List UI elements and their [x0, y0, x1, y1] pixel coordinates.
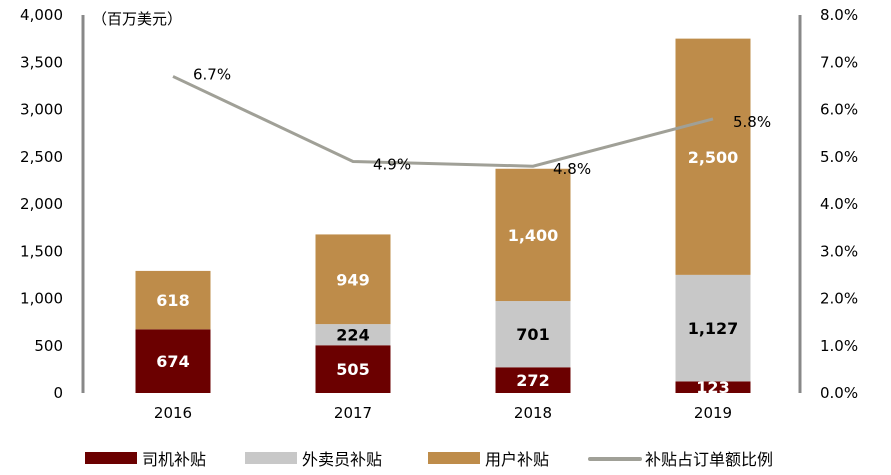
bar-segment: [315, 324, 391, 346]
y-tick-label: 2,000: [20, 195, 63, 213]
bar-segment: [675, 274, 751, 382]
data-label: 272: [516, 371, 549, 390]
legend-label: 司机补贴: [142, 450, 206, 469]
bar-segment: [135, 329, 211, 393]
bar-segment: [495, 301, 571, 368]
data-label: 2,500: [688, 148, 739, 167]
data-label: 1,127: [688, 319, 739, 338]
y-tick-label: 3,000: [20, 101, 63, 119]
y2-tick-label: 5.0%: [820, 148, 858, 166]
x-tick-label: 2019: [694, 404, 732, 422]
data-label: 949: [336, 270, 369, 289]
line-label: 4.8%: [553, 160, 591, 178]
y-tick-label: 1,500: [20, 242, 63, 260]
x-tick-label: 2017: [334, 404, 372, 422]
legend-label: 补贴占订单额比例: [645, 450, 773, 469]
y-tick-label: 1,000: [20, 290, 63, 308]
legend-label: 外卖员补贴: [302, 450, 382, 469]
x-tick-label: 2016: [154, 404, 192, 422]
data-label: 1,400: [508, 226, 559, 245]
y-tick-label: 2,500: [20, 148, 63, 166]
bar-segment: [135, 270, 211, 330]
bar-segment: [675, 38, 751, 275]
x-tick-label: 2018: [514, 404, 552, 422]
y2-tick-label: 0.0%: [820, 384, 858, 402]
y-tick-label: 3,500: [20, 53, 63, 71]
y2-tick-label: 4.0%: [820, 195, 858, 213]
bar-segment: [495, 168, 571, 302]
ratio-line: [172, 75, 714, 168]
data-label: 618: [156, 291, 189, 310]
y-tick-label: 4,000: [20, 6, 63, 24]
y2-tick-label: 3.0%: [820, 242, 858, 260]
data-label: 674: [156, 352, 189, 371]
legend-swatch: [85, 452, 137, 464]
y2-tick-label: 2.0%: [820, 290, 858, 308]
legend-swatch: [245, 452, 297, 464]
bar-segment: [315, 234, 391, 325]
bar-segment: [495, 367, 571, 393]
data-label: 701: [516, 325, 549, 344]
y2-tick-label: 6.0%: [820, 101, 858, 119]
y2-tick-label: 1.0%: [820, 337, 858, 355]
y-tick-label: 500: [34, 337, 63, 355]
bar-segment: [675, 381, 751, 393]
line-label: 4.9%: [373, 155, 411, 173]
y2-tick-label: 7.0%: [820, 53, 858, 71]
bar-segment: [315, 345, 391, 393]
y2-tick-label: 8.0%: [820, 6, 858, 24]
line-label: 6.7%: [193, 65, 231, 83]
data-label: 505: [336, 360, 369, 379]
y-tick-label: 0: [53, 384, 63, 402]
unit-label: （百万美元）: [92, 10, 182, 28]
line-label: 5.8%: [733, 113, 771, 131]
legend-label: 用户补贴: [485, 450, 549, 469]
legend-swatch: [428, 452, 480, 464]
data-label: 123: [696, 378, 729, 397]
data-label: 224: [336, 326, 369, 345]
